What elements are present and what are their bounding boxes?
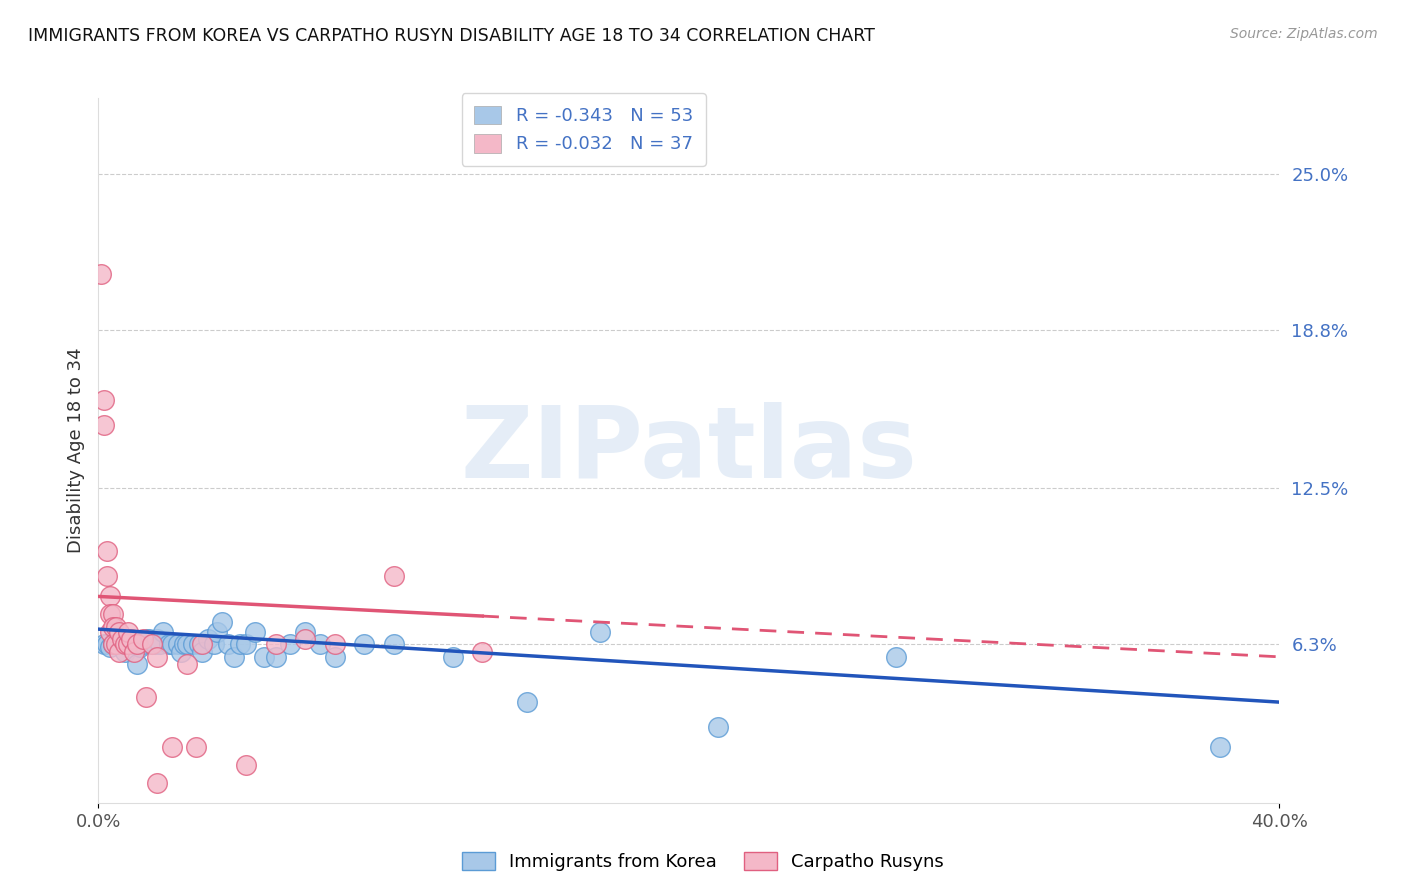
Point (146, 632, 169, 647)
Point (294, 624, 316, 639)
Point (280, 637, 302, 651)
Point (217, 637, 239, 651)
Point (96, 637, 118, 651)
Point (122, 645, 145, 659)
Point (98, 624, 121, 639)
Point (170, 645, 193, 659)
Point (264, 649, 287, 664)
Point (96, 569, 118, 583)
Point (243, 624, 266, 639)
Point (157, 637, 180, 651)
Point (111, 632, 134, 647)
Point (441, 649, 464, 664)
Point (235, 758, 257, 772)
Point (122, 632, 145, 647)
Point (120, 632, 142, 647)
Point (382, 637, 405, 651)
Point (98, 590, 121, 604)
Point (191, 637, 214, 651)
Point (96, 544, 118, 558)
Point (114, 637, 136, 651)
Point (132, 637, 155, 651)
Point (103, 619, 125, 633)
Point (117, 637, 139, 651)
Point (120, 637, 142, 651)
Point (884, 649, 907, 664)
Point (167, 637, 190, 651)
Point (98, 640, 121, 654)
Point (132, 632, 155, 647)
Point (93, 637, 115, 651)
Point (108, 634, 131, 648)
Point (516, 695, 538, 709)
Point (98, 607, 121, 621)
Point (135, 632, 157, 647)
Point (103, 637, 125, 651)
Point (224, 649, 246, 664)
Point (90, 268, 112, 282)
Point (108, 624, 131, 639)
Point (128, 640, 150, 654)
Legend: Immigrants from Korea, Carpatho Rusyns: Immigrants from Korea, Carpatho Rusyns (456, 845, 950, 879)
Point (141, 637, 163, 651)
Point (103, 637, 125, 651)
Point (589, 624, 612, 639)
Point (229, 637, 252, 651)
Point (162, 637, 183, 651)
Point (141, 637, 163, 651)
Point (176, 657, 198, 672)
Point (197, 632, 219, 647)
Text: ZIPatlas: ZIPatlas (461, 402, 917, 499)
Point (323, 649, 346, 664)
Point (202, 637, 225, 651)
Point (105, 632, 128, 647)
Point (471, 645, 494, 659)
Point (125, 657, 148, 672)
Point (294, 632, 316, 647)
Point (135, 690, 157, 705)
Point (117, 637, 139, 651)
Point (353, 637, 375, 651)
Point (114, 645, 136, 659)
Point (191, 645, 214, 659)
Point (103, 607, 125, 621)
Point (181, 637, 204, 651)
Point (138, 632, 160, 647)
Point (187, 637, 209, 651)
Point (143, 637, 166, 651)
Point (382, 569, 405, 583)
Point (176, 637, 198, 651)
Point (125, 637, 148, 651)
Point (93, 393, 115, 408)
Point (211, 615, 233, 629)
Legend: R = -0.343   N = 53, R = -0.032   N = 37: R = -0.343 N = 53, R = -0.032 N = 37 (461, 93, 706, 166)
Point (117, 624, 139, 639)
Point (184, 740, 207, 755)
Point (152, 624, 174, 639)
Point (105, 619, 128, 633)
Point (149, 637, 172, 651)
Point (235, 637, 257, 651)
Point (1209, 740, 1232, 755)
Text: Source: ZipAtlas.com: Source: ZipAtlas.com (1230, 27, 1378, 41)
Point (173, 637, 195, 651)
Y-axis label: Disability Age 18 to 34: Disability Age 18 to 34 (66, 348, 84, 553)
Point (146, 649, 169, 664)
Point (309, 637, 332, 651)
Point (93, 418, 115, 433)
Point (253, 649, 276, 664)
Point (264, 637, 287, 651)
Point (146, 775, 169, 789)
Point (162, 740, 183, 755)
Point (111, 637, 134, 651)
Point (105, 637, 128, 651)
Point (108, 645, 131, 659)
Point (205, 624, 228, 639)
Point (323, 637, 346, 651)
Text: IMMIGRANTS FROM KOREA VS CARPATHO RUSYN DISABILITY AGE 18 TO 34 CORRELATION CHAR: IMMIGRANTS FROM KOREA VS CARPATHO RUSYN … (28, 27, 875, 45)
Point (707, 720, 730, 734)
